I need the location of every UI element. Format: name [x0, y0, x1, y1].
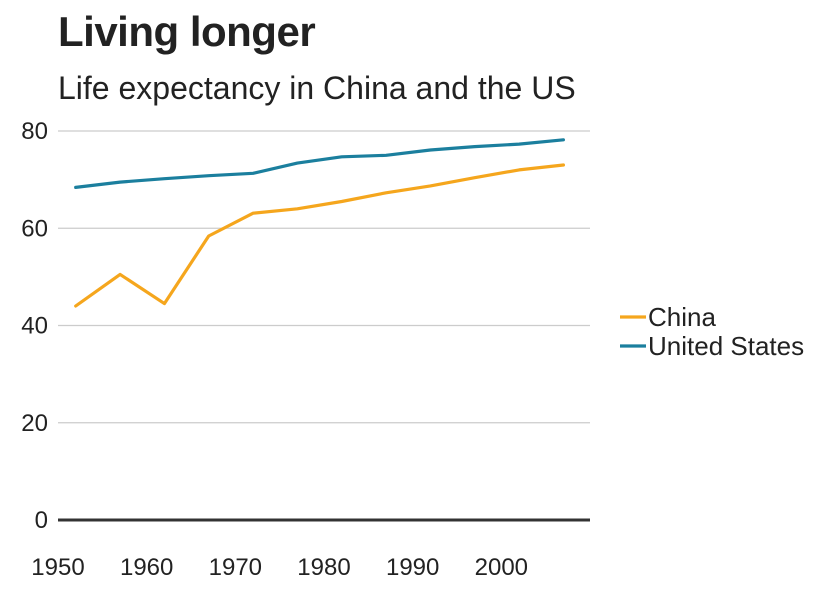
series-line-china [74, 163, 566, 308]
x-tick-label: 1980 [297, 554, 350, 581]
x-tick-label: 2000 [475, 554, 528, 581]
x-tick-label: 1960 [120, 554, 173, 581]
series-line-united-states [74, 138, 566, 189]
y-tick-label: 60 [21, 215, 48, 242]
legend-label: China [648, 302, 716, 332]
x-axis-tick-labels: 1950 1960 1970 1980 1990 2000 [31, 554, 528, 581]
x-tick-label: 1950 [31, 554, 84, 581]
chart-title: Living longer [58, 8, 316, 55]
y-axis-tick-labels: 0 20 40 60 80 [21, 118, 48, 534]
series-lines [74, 138, 566, 308]
y-tick-label: 80 [21, 118, 48, 145]
chart-subtitle: Life expectancy in China and the US [58, 70, 576, 106]
y-tick-label: 40 [21, 313, 48, 340]
legend-label: United States [648, 331, 804, 361]
x-tick-label: 1970 [209, 554, 262, 581]
x-tick-label: 1990 [386, 554, 439, 581]
y-tick-label: 0 [35, 507, 48, 534]
gridlines [58, 130, 590, 522]
y-tick-label: 20 [21, 410, 48, 437]
